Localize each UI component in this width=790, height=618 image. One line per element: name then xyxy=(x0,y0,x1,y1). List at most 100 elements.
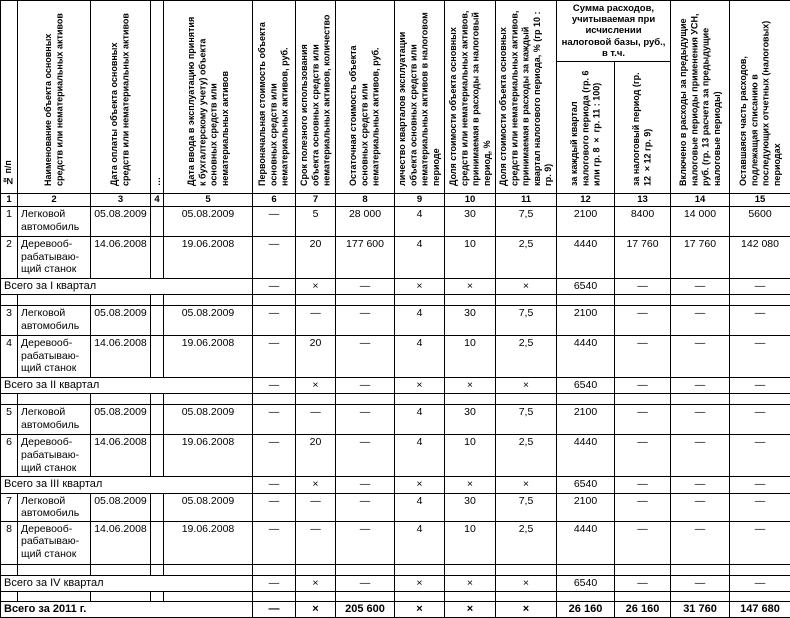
column-number-12: 12 xyxy=(557,194,615,207)
column-number-13: 13 xyxy=(615,194,671,207)
row-number-cell: 1 xyxy=(1,207,18,237)
share-per-period-cell: 30 xyxy=(445,207,496,237)
spacer-cell xyxy=(395,295,445,306)
spacer-cell xyxy=(671,394,730,405)
row-number-cell: 4 xyxy=(1,336,18,378)
total-label-cell: Всего за III квартал xyxy=(1,477,253,493)
spacer-cell xyxy=(496,295,557,306)
commissioning-date-cell: 05.08.2009 xyxy=(164,493,253,521)
column-header-5-label: Дата ввода в эксплуатацию принятия к бух… xyxy=(186,10,231,186)
initial-cost-cell: — xyxy=(253,336,296,378)
column-header-5: Дата ввода в эксплуатацию принятия к бух… xyxy=(164,1,253,194)
remaining-expense-cell: — xyxy=(730,336,790,378)
row-number-cell: 8 xyxy=(1,521,18,564)
spacer-cell xyxy=(671,564,730,575)
share-per-period-cell: 10 xyxy=(445,336,496,378)
column-number-7: 7 xyxy=(296,194,336,207)
column-header-6: Первоначальная стоимость объекта основны… xyxy=(253,1,296,194)
useful-life-cell: × xyxy=(296,279,336,295)
column-number-15: 15 xyxy=(730,194,790,207)
useful-life-cell: — xyxy=(296,493,336,521)
spacer-cell xyxy=(151,564,164,575)
spacer-cell xyxy=(91,564,151,575)
prev-periods-expense-cell: — xyxy=(671,405,730,435)
expense-per-quarter-cell: 2100 xyxy=(557,306,615,336)
quarters-count-cell: 4 xyxy=(395,306,445,336)
total-row: Всего за IV квартал—×—×××6540——— xyxy=(1,575,790,591)
share-per-period-cell: 30 xyxy=(445,493,496,521)
ellipsis-cell xyxy=(151,521,164,564)
quarters-count-cell: 4 xyxy=(395,336,445,378)
residual-cost-cell: — xyxy=(336,306,395,336)
residual-cost-cell: 205 600 xyxy=(336,601,395,617)
spacer-cell xyxy=(730,564,790,575)
column-header-7: Срок полезного использования объекта осн… xyxy=(296,1,336,194)
asset-name-cell: Деревооб-рабатываю-щий станок xyxy=(18,521,91,564)
commissioning-date-cell: 05.08.2009 xyxy=(164,405,253,435)
spacer-cell xyxy=(91,295,151,306)
payment-date-cell: 05.08.2009 xyxy=(91,306,151,336)
ellipsis-cell xyxy=(151,405,164,435)
share-per-quarter-cell: 2,5 xyxy=(496,435,557,477)
ellipsis-cell xyxy=(151,493,164,521)
spacer-cell xyxy=(496,564,557,575)
asset-name-cell: Легковой автомобиль xyxy=(18,207,91,237)
quarters-count-cell: 4 xyxy=(395,207,445,237)
row-number-cell: 5 xyxy=(1,405,18,435)
share-per-quarter-cell: × xyxy=(496,279,557,295)
row-number-cell: 2 xyxy=(1,237,18,279)
spacer-cell xyxy=(496,591,557,601)
useful-life-cell: — xyxy=(296,405,336,435)
prev-periods-expense-cell: 14 000 xyxy=(671,207,730,237)
expense-per-period-cell: 17 760 xyxy=(615,237,671,279)
column-number-10: 10 xyxy=(445,194,496,207)
column-header-6-label: Первоначальная стоимость объекта основны… xyxy=(257,10,291,186)
column-header-11-label: Доля стоимости объекта основных средств … xyxy=(498,10,554,186)
remaining-expense-cell: — xyxy=(730,575,790,591)
spacer-cell xyxy=(164,295,253,306)
expense-per-quarter-cell: 6540 xyxy=(557,477,615,493)
share-per-quarter-cell: 7,5 xyxy=(496,207,557,237)
share-per-quarter-cell: 2,5 xyxy=(496,521,557,564)
remaining-expense-cell: 142 080 xyxy=(730,237,790,279)
spacer-cell xyxy=(1,295,18,306)
share-per-period-cell: 30 xyxy=(445,306,496,336)
row-number-cell: 7 xyxy=(1,493,18,521)
residual-cost-cell: — xyxy=(336,575,395,591)
spacer-cell xyxy=(253,295,296,306)
column-header-15-label: Оставшаяся часть расходов, подлежащая сп… xyxy=(738,10,783,186)
useful-life-cell: × xyxy=(296,601,336,617)
spacer-cell xyxy=(557,591,615,601)
expense-per-period-cell: — xyxy=(615,378,671,394)
remaining-expense-cell: — xyxy=(730,279,790,295)
quarters-count-cell: 4 xyxy=(395,237,445,279)
ellipsis-cell xyxy=(151,237,164,279)
initial-cost-cell: — xyxy=(253,477,296,493)
useful-life-cell: × xyxy=(296,575,336,591)
spacer-cell xyxy=(395,394,445,405)
ellipsis-cell xyxy=(151,435,164,477)
expense-per-quarter-cell: 4440 xyxy=(557,336,615,378)
column-header-3-label: Дата оплаты объекта основных средств или… xyxy=(109,10,132,186)
spacer-cell xyxy=(91,394,151,405)
column-header-9: личество кварталов эксплуатации объекта … xyxy=(395,1,445,194)
column-number-4: 4 xyxy=(151,194,164,207)
share-per-quarter-cell: 2,5 xyxy=(496,336,557,378)
spacer-cell xyxy=(557,394,615,405)
remaining-expense-cell: — xyxy=(730,435,790,477)
share-per-quarter-cell: × xyxy=(496,575,557,591)
column-header-1: № п/п xyxy=(1,1,18,194)
expense-per-quarter-cell: 6540 xyxy=(557,279,615,295)
column-header-9-label: личество кварталов эксплуатации объекта … xyxy=(397,10,442,186)
share-per-quarter-cell: × xyxy=(496,477,557,493)
column-header-4-label: … xyxy=(152,10,163,186)
column-number-3: 3 xyxy=(91,194,151,207)
residual-cost-cell: — xyxy=(336,521,395,564)
spacer-cell xyxy=(164,591,253,601)
share-per-period-cell: 10 xyxy=(445,521,496,564)
